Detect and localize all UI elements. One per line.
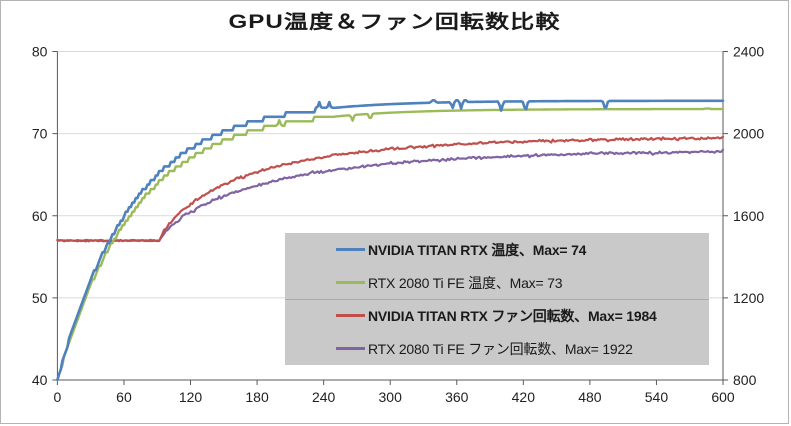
- svg-text:70: 70: [32, 126, 48, 142]
- svg-text:240: 240: [312, 389, 336, 405]
- svg-text:600: 600: [711, 389, 735, 405]
- svg-text:540: 540: [645, 389, 669, 405]
- svg-text:360: 360: [445, 389, 469, 405]
- svg-text:800: 800: [733, 372, 757, 388]
- svg-text:60: 60: [116, 389, 132, 405]
- svg-text:2400: 2400: [733, 44, 764, 60]
- svg-text:2000: 2000: [733, 126, 764, 142]
- svg-text:480: 480: [578, 389, 602, 405]
- svg-text:0: 0: [54, 389, 62, 405]
- svg-text:120: 120: [179, 389, 203, 405]
- svg-text:50: 50: [32, 290, 48, 306]
- svg-text:180: 180: [245, 389, 269, 405]
- svg-text:60: 60: [32, 208, 48, 224]
- svg-text:1600: 1600: [733, 208, 764, 224]
- svg-text:40: 40: [32, 372, 48, 388]
- svg-text:1200: 1200: [733, 290, 764, 306]
- svg-text:80: 80: [32, 44, 48, 60]
- svg-text:420: 420: [512, 389, 536, 405]
- svg-text:300: 300: [379, 389, 403, 405]
